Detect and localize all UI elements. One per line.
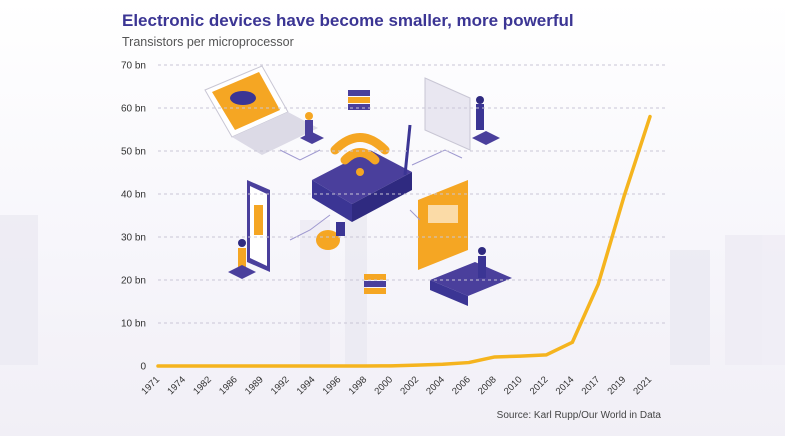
y-tick-label: 40 bn xyxy=(121,190,146,201)
server-stack-icon xyxy=(364,274,386,294)
x-tick-label: 1986 xyxy=(217,374,240,397)
chart-subtitle: Transistors per microprocessor xyxy=(122,35,294,49)
y-tick-label: 0 xyxy=(140,362,146,373)
y-tick-label: 10 bn xyxy=(121,319,146,330)
x-tick-label: 1974 xyxy=(165,374,188,397)
data-point xyxy=(648,115,652,119)
desk-icon xyxy=(430,262,512,306)
data-point xyxy=(363,364,367,368)
router-icon xyxy=(312,124,412,222)
data-point xyxy=(156,364,160,368)
skyline-building xyxy=(345,200,367,365)
x-tick-label: 2006 xyxy=(450,374,473,397)
data-point xyxy=(467,361,471,365)
x-tick-label: 1971 xyxy=(139,374,162,397)
data-point xyxy=(260,364,264,368)
y-axis-ticks: 0 10 bn 20 bn 30 bn 40 bn 50 bn 60 bn 70 bn xyxy=(121,61,146,373)
x-tick-label: 2008 xyxy=(476,374,499,397)
x-tick-label: 2014 xyxy=(554,374,577,397)
skyline-building xyxy=(725,235,785,365)
x-tick-label: 2012 xyxy=(528,374,551,397)
gridlines xyxy=(158,64,665,324)
data-point xyxy=(622,194,626,198)
data-point xyxy=(311,364,315,368)
x-tick-label: 1996 xyxy=(321,374,344,397)
wifi-icon xyxy=(330,133,390,176)
data-point xyxy=(596,282,600,286)
x-tick-label: 1994 xyxy=(295,374,318,397)
data-point xyxy=(182,364,186,368)
x-tick-label: 1998 xyxy=(347,374,370,397)
illustration-devices xyxy=(204,65,512,306)
monitor-icon xyxy=(424,77,471,151)
data-point xyxy=(544,353,548,357)
chart-title: Electronic devices have become smaller, … xyxy=(122,11,574,30)
dashboard-icon xyxy=(418,180,468,270)
server-stack-icon xyxy=(348,90,370,110)
x-tick-label: 2002 xyxy=(398,374,421,397)
x-tick-label: 2000 xyxy=(372,374,395,397)
data-point xyxy=(337,364,341,368)
smartphone-icon xyxy=(247,180,270,272)
skyline-building xyxy=(0,215,38,365)
data-point xyxy=(415,363,419,367)
skyline-building xyxy=(670,250,710,365)
plinth-icon xyxy=(228,131,500,279)
x-tick-label: 1989 xyxy=(243,374,266,397)
data-point xyxy=(285,364,289,368)
y-tick-label: 60 bn xyxy=(121,104,146,115)
series-layer xyxy=(156,114,652,368)
series-line xyxy=(156,114,652,368)
data-point xyxy=(208,364,212,368)
x-tick-label: 1982 xyxy=(191,374,214,397)
x-axis-ticks: 1971 1974 1982 1986 1989 1992 1994 1996 1998 2000… xyxy=(139,374,654,397)
x-tick-label: 2021 xyxy=(631,374,654,397)
data-point xyxy=(441,362,445,366)
data-point xyxy=(234,364,238,368)
y-tick-label: 30 bn xyxy=(121,233,146,244)
data-point xyxy=(389,364,393,368)
y-tick-label: 20 bn xyxy=(121,276,146,287)
x-tick-label: 2017 xyxy=(580,374,603,397)
data-point xyxy=(493,355,497,359)
x-tick-label: 2010 xyxy=(502,374,525,397)
laptop-icon xyxy=(204,65,318,155)
x-tick-label: 2004 xyxy=(424,374,447,397)
y-tick-label: 50 bn xyxy=(121,147,146,158)
x-tick-label: 2019 xyxy=(605,374,628,397)
person-sitting-icon xyxy=(316,222,345,250)
data-point xyxy=(570,340,574,344)
person-icon xyxy=(238,96,486,278)
x-tick-label: 1992 xyxy=(269,374,292,397)
chart-source: Source: Karl Rupp/Our World in Data xyxy=(496,410,661,421)
data-point xyxy=(519,354,523,358)
y-tick-label: 70 bn xyxy=(121,61,146,72)
background-illustration xyxy=(0,200,785,365)
